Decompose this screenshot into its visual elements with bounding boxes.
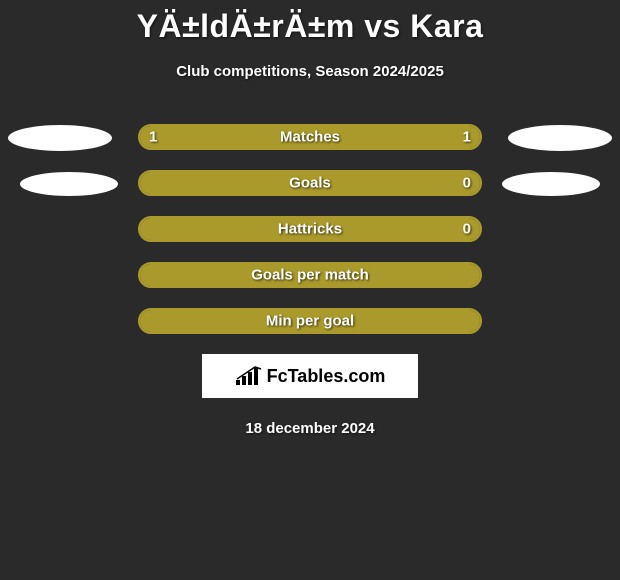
stat-bar-left-fill: [140, 218, 480, 240]
player-left-ellipse: [8, 125, 112, 151]
player-right-ellipse: [508, 125, 612, 151]
stat-bar-left-fill: [140, 172, 480, 194]
watermark-text: FcTables.com: [267, 366, 386, 387]
comparison-card: YÄ±ldÄ±rÄ±m vs Kara Club competitions, S…: [0, 0, 620, 437]
stat-bar: Goals per match: [138, 262, 482, 288]
stat-row: Min per goal: [0, 308, 620, 336]
stat-bar: 0Hattricks: [138, 216, 482, 242]
stat-value-left: 1: [149, 129, 157, 146]
stat-bar: 11Matches: [138, 124, 482, 150]
date: 18 december 2024: [0, 420, 620, 437]
stat-row: 0Goals: [0, 170, 620, 198]
stat-value-right: 1: [463, 129, 471, 146]
stat-value-right: 0: [463, 221, 471, 238]
stat-bar-left-fill: [140, 264, 480, 286]
subtitle: Club competitions, Season 2024/2025: [0, 63, 620, 80]
watermark-icon: [235, 366, 263, 386]
watermark: FcTables.com: [202, 354, 418, 398]
stat-row: 0Hattricks: [0, 216, 620, 244]
stat-value-right: 0: [463, 175, 471, 192]
stat-bar-right-fill: [310, 126, 480, 148]
stat-bar: Min per goal: [138, 308, 482, 334]
page-title: YÄ±ldÄ±rÄ±m vs Kara: [0, 8, 620, 45]
stat-bar: 0Goals: [138, 170, 482, 196]
stat-bar-left-fill: [140, 126, 310, 148]
stat-row: 11Matches: [0, 124, 620, 152]
player-left-ellipse: [20, 172, 118, 196]
stats-block: 11Matches0Goals0HattricksGoals per match…: [0, 124, 620, 336]
player-right-ellipse: [502, 172, 600, 196]
stat-row: Goals per match: [0, 262, 620, 290]
stat-bar-left-fill: [140, 310, 480, 332]
